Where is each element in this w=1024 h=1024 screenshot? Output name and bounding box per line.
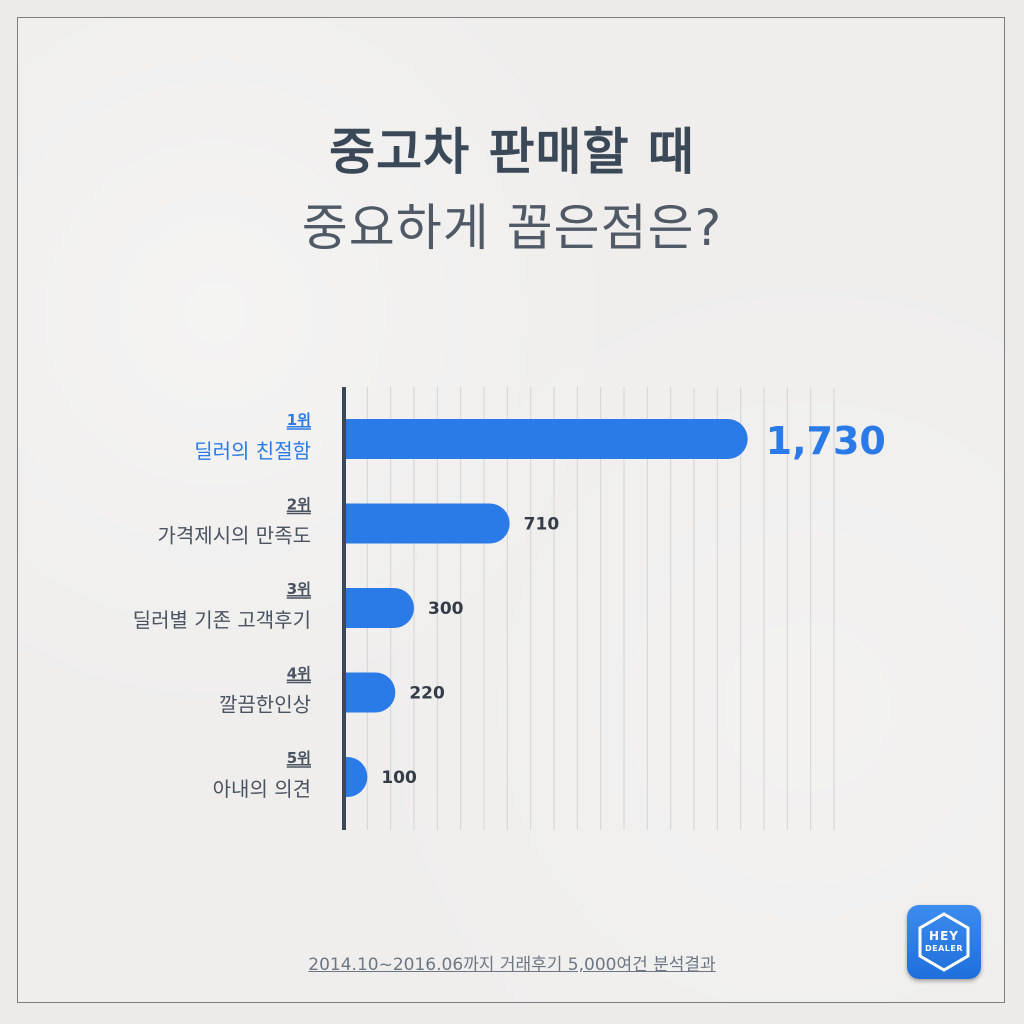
source-footnote: 2014.10~2016.06까지 거래후기 5,000여건 분석결과 — [308, 955, 716, 975]
value-label-4: 220 — [409, 684, 445, 704]
bar-4 — [344, 672, 396, 713]
hey-dealer-logo: HEY DEALER — [907, 905, 981, 979]
rank-label-4: 4위 — [287, 665, 311, 683]
value-label-1: 1,730 — [766, 419, 886, 463]
category-label-2: 가격제시의 만족도 — [157, 524, 311, 548]
bar-3 — [344, 588, 414, 628]
rank-label-5: 5위 — [287, 749, 311, 767]
chart-title: 중고차 판매할 때 — [329, 123, 695, 181]
logo-text-hey: HEY — [929, 929, 959, 943]
rank-label-3: 3위 — [287, 580, 311, 598]
rank-label-1: 1위 — [287, 411, 311, 429]
value-label-2: 710 — [524, 515, 560, 535]
card-frame — [17, 17, 1005, 1003]
category-label-1: 딜러의 친절함 — [194, 439, 311, 463]
bar-5 — [344, 757, 368, 797]
logo-text-dealer: DEALER — [924, 944, 964, 953]
category-label-3: 딜러별 기존 고객후기 — [133, 608, 311, 632]
bar-1 — [344, 419, 748, 459]
category-label-4: 깔끔한인상 — [219, 693, 311, 717]
bar-2 — [344, 503, 510, 544]
value-label-3: 300 — [428, 599, 464, 619]
chart-subtitle: 중요하게 꼽은점은? — [301, 199, 723, 257]
category-label-5: 아내의 의견 — [213, 777, 311, 801]
hexagon-icon — [918, 912, 970, 972]
rank-label-2: 2위 — [287, 496, 311, 514]
value-label-5: 100 — [381, 768, 417, 788]
